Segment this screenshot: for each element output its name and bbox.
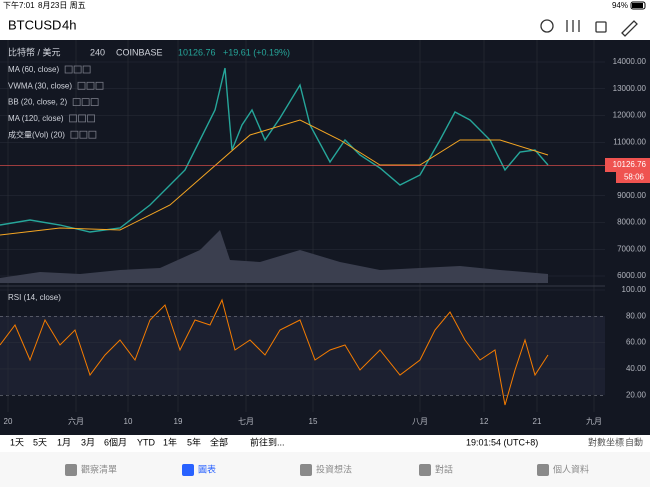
rsi-tick-label: 20.00 (626, 390, 647, 399)
tab-icon[interactable] (300, 464, 312, 476)
price-tick-label: 6000.00 (617, 271, 646, 280)
indicator-label: MA (120, close) (8, 114, 64, 123)
legend-price: 10126.76 (178, 47, 216, 57)
symbol[interactable]: BTCUSD (8, 17, 61, 32)
tab-icon[interactable] (537, 464, 549, 476)
price-line (0, 67, 549, 233)
rsi-title: RSI (14, close) (8, 293, 61, 302)
rsi-tick-label: 40.00 (626, 364, 647, 373)
auto-scale[interactable]: 自動 (625, 436, 643, 447)
legend-change: +19.61 (+0.19%) (223, 47, 290, 57)
price-tick-label: 11000.00 (613, 137, 646, 146)
indicator-button[interactable] (79, 130, 88, 139)
rsi-band (0, 316, 605, 395)
status-time: 下午7:01 (3, 0, 35, 10)
battery-level (632, 3, 643, 8)
indicator-button[interactable] (69, 114, 77, 123)
tab-label[interactable]: 圖表 (198, 463, 216, 474)
price-tick-label: 13000.00 (613, 84, 647, 93)
exchange: COINBASE (116, 47, 163, 57)
tab-icon[interactable] (419, 464, 431, 476)
tab-icon[interactable] (65, 464, 77, 476)
battery-icon (630, 1, 646, 10)
rsi-tick-label: 80.00 (626, 311, 647, 320)
toolbar-icons[interactable] (540, 19, 638, 37)
range-button[interactable]: 全部 (210, 436, 228, 447)
indicator-button[interactable] (86, 81, 95, 90)
price-tick-label: 12000.00 (613, 111, 647, 120)
volume-area (0, 230, 548, 283)
range-button[interactable]: YTD (137, 437, 156, 447)
rsi-line (0, 298, 549, 406)
time-tick-label: 六月 (68, 416, 84, 426)
indicator-button[interactable] (95, 81, 104, 90)
range-button[interactable]: 5天 (33, 437, 47, 447)
range-button[interactable]: 1年 (163, 436, 177, 447)
clock: 19:01:54 (UTC+8) (466, 437, 538, 447)
time-tick-label: 21 (533, 417, 542, 426)
time-tick-label: 15 (309, 417, 318, 426)
bottom-bar (0, 435, 650, 452)
indicator-label: 成交量(Vol) (20) (8, 129, 65, 139)
pair: 比特幣 / 美元 (8, 46, 61, 57)
ma-line (0, 119, 549, 236)
indicator-button[interactable] (70, 130, 79, 139)
price-tick-label: 14000.00 (613, 57, 647, 66)
time-tick-label: 20 (4, 417, 13, 426)
price-tick-label: 8000.00 (617, 218, 646, 227)
range-button[interactable]: 1天 (10, 437, 24, 447)
tab-label[interactable]: 投資想法 (316, 463, 352, 474)
range-button[interactable]: 5年 (187, 436, 201, 447)
indicator-button[interactable] (87, 114, 95, 123)
legend-interval: 240 (90, 47, 105, 57)
indicator-button[interactable] (72, 98, 81, 106)
indicator-button[interactable] (73, 65, 82, 74)
time-tick-label: 九月 (586, 417, 602, 426)
rsi-tick-label: 100.00 (622, 285, 647, 294)
rsi-tick-label: 60.00 (626, 338, 647, 347)
indicator-button[interactable] (64, 65, 73, 74)
indicator-button[interactable] (90, 98, 99, 106)
time-tick-label: 19 (174, 417, 183, 426)
last-price-label: 10126.76 (613, 160, 647, 169)
indicator-label: VWMA (30, close) (8, 81, 72, 90)
time-tick-label: 12 (480, 417, 489, 426)
status-date: 8月23日 周五 (38, 1, 86, 10)
indicator-button[interactable] (77, 81, 86, 90)
price-tick-label: 9000.00 (617, 191, 646, 200)
goto[interactable]: 前往到... (250, 436, 285, 447)
battery: 94% (612, 1, 628, 10)
time-tick-label: 10 (124, 417, 133, 426)
indicator-button[interactable] (82, 65, 91, 74)
range-button[interactable]: 3月 (81, 437, 95, 447)
time-tick-label: 八月 (412, 417, 428, 426)
tab-icon[interactable] (182, 464, 194, 476)
indicator-button[interactable] (81, 98, 90, 106)
last-price-box (605, 158, 650, 172)
countdown-box (616, 172, 650, 183)
interval[interactable]: 4h (62, 17, 76, 32)
tab-label[interactable]: 個人資料 (553, 463, 589, 474)
tab-label[interactable]: 觀察清單 (81, 463, 117, 474)
time-tick-label: 七月 (238, 417, 254, 426)
indicator-label: BB (20, close, 2) (8, 98, 67, 107)
indicator-button[interactable] (78, 114, 86, 123)
countdown: 58:06 (624, 173, 645, 182)
log-scale[interactable]: 對數坐標 (588, 436, 624, 447)
price-tick-label: 7000.00 (617, 244, 646, 253)
tab-label[interactable]: 對話 (435, 463, 453, 474)
indicator-label: MA (60, close) (8, 65, 59, 74)
range-button[interactable]: 1月 (57, 437, 71, 447)
indicator-button[interactable] (88, 130, 97, 139)
range-button[interactable]: 6個月 (104, 436, 127, 447)
top-bar (0, 0, 650, 40)
